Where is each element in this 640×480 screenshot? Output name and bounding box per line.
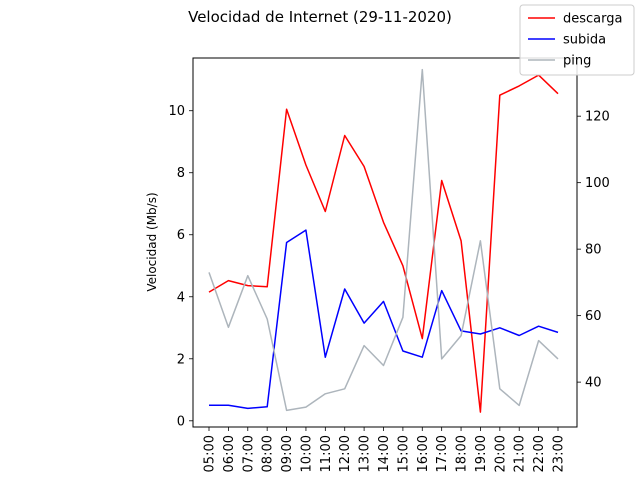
legend-label-descarga: descarga [563,12,622,27]
y2-tick-label: 40 [585,376,602,391]
series-line-ping [208,68,559,412]
axes-layer: 05:00 06:00 07:00 08:00 09:00 10:00 11:00 12:00… [168,57,610,472]
legend-frame [519,4,635,76]
y2-tick-label: 80 [585,243,602,258]
y-tick-label: 8 [177,166,185,181]
x-tick-label: 09:00 [280,435,295,472]
x-tick-label: 23:00 [552,435,567,472]
series-line-descarga [208,74,559,413]
y-tick-label: 4 [177,290,185,305]
y-tick-label: 2 [177,352,185,367]
series-line-subida [209,229,559,410]
x-tick-label: 22:00 [532,435,547,472]
y-tick-label: 10 [168,104,185,119]
plot-frame [192,57,578,428]
x-tick-label: 14:00 [377,435,392,472]
x-tick-label: 10:00 [299,435,314,472]
y-tick-label: 6 [177,228,185,243]
x-tick-label: 07:00 [241,435,256,472]
x-tick-label: 18:00 [455,435,470,472]
x-tick-label: 17:00 [435,435,450,472]
x-tick-label: 05:00 [203,435,218,472]
series-layer [208,68,559,413]
y2-tick-label: 100 [585,176,610,191]
x-tick-label: 16:00 [416,435,431,472]
x-tick-label: 20:00 [493,435,508,472]
x-tick-label: 13:00 [358,435,373,472]
x-tick-label: 15:00 [396,435,411,472]
x-tick-label: 06:00 [222,435,237,472]
x-tick-label: 12:00 [338,435,353,472]
y2-tick-label: 60 [585,309,602,324]
x-tick-label: 19:00 [474,435,489,472]
y2-tick-label: 120 [585,110,610,125]
x-tick-label: 08:00 [261,435,276,472]
legend-label-subida: subida [563,33,606,48]
x-tick-label: 11:00 [319,435,334,472]
legend-label-ping: ping [563,54,591,69]
y-axis-label: Velocidad (Mb/s) [145,192,159,291]
legend: descarga subida ping [519,4,635,76]
y-tick-label: 0 [177,414,185,429]
x-tick-label: 21:00 [513,435,528,472]
chart-title: Velocidad de Internet (29-11-2020) [188,8,452,26]
